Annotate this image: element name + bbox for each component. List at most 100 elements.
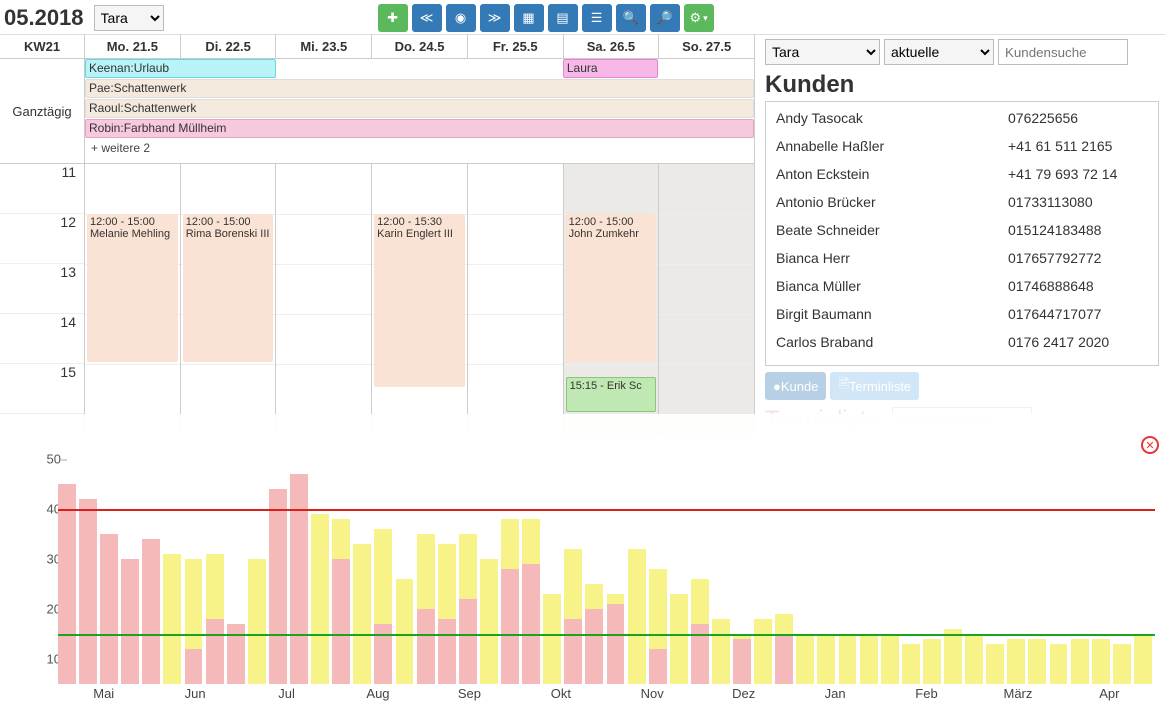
chart-bar bbox=[881, 634, 899, 684]
timed-event[interactable]: 12:00 - 15:30Karin Englert III bbox=[374, 214, 465, 387]
x-tick: Okt bbox=[515, 686, 606, 716]
customers-title: Kunden bbox=[765, 71, 1159, 99]
day-column[interactable] bbox=[468, 164, 564, 434]
list-view-button[interactable]: ☰ bbox=[582, 4, 612, 32]
chart-bar bbox=[332, 559, 350, 684]
side-staff-select[interactable]: Tara bbox=[765, 39, 880, 65]
settings-button[interactable]: ⚙▾ bbox=[684, 4, 714, 32]
day-header: Mo. 21.5 bbox=[85, 35, 181, 58]
today-button[interactable]: ◉ bbox=[446, 4, 476, 32]
staff-select[interactable]: Tara bbox=[94, 5, 164, 31]
day-header: Do. 24.5 bbox=[372, 35, 468, 58]
chart-bar bbox=[79, 499, 97, 684]
chart-bar bbox=[374, 624, 392, 684]
chart-bar bbox=[438, 619, 456, 684]
customer-search-input[interactable] bbox=[998, 39, 1128, 65]
chart-bar bbox=[142, 539, 160, 684]
customer-row[interactable]: Carmen Henz015254245478 bbox=[766, 356, 1158, 366]
customer-phone: 076225656 bbox=[1008, 110, 1148, 126]
customer-button[interactable]: ● Kunde bbox=[765, 372, 826, 400]
allday-event[interactable]: Pae:Schattenwerk bbox=[85, 79, 754, 98]
allday-event[interactable]: Raoul:Schattenwerk bbox=[85, 99, 754, 118]
customer-phone: 01733113080 bbox=[1008, 194, 1148, 210]
customer-row[interactable]: Antonio Brücker01733113080 bbox=[766, 188, 1158, 216]
customer-row[interactable]: Anton Eckstein+41 79 693 72 14 bbox=[766, 160, 1158, 188]
chart-bar bbox=[58, 484, 76, 684]
allday-event[interactable]: Robin:Farbhand Müllheim bbox=[85, 119, 754, 138]
chart-bar bbox=[860, 634, 878, 684]
customer-name: Annabelle Haßler bbox=[776, 138, 1008, 154]
prev-button[interactable]: ≪ bbox=[412, 4, 442, 32]
customer-row[interactable]: Bianca Müller01746888648 bbox=[766, 272, 1158, 300]
day-header: Di. 22.5 bbox=[181, 35, 277, 58]
x-tick: Jul bbox=[241, 686, 332, 716]
side-mode-select[interactable]: aktuelle bbox=[884, 39, 994, 65]
customer-phone: 015124183488 bbox=[1008, 222, 1148, 238]
timed-event[interactable]: 15:15 - Erik Sc bbox=[566, 377, 657, 412]
timed-event[interactable]: 12:00 - 15:00Rima Borenski III bbox=[183, 214, 274, 362]
customer-row[interactable]: Annabelle Haßler+41 61 511 2165 bbox=[766, 132, 1158, 160]
more-allday[interactable]: + weitere 2 bbox=[87, 139, 154, 157]
customer-row[interactable]: Carlos Braband0176 2417 2020 bbox=[766, 328, 1158, 356]
chart-bar bbox=[585, 609, 603, 684]
next-button[interactable]: ≫ bbox=[480, 4, 510, 32]
chart-bar bbox=[1113, 644, 1131, 684]
target-icon: ◉ bbox=[455, 10, 466, 26]
chart-bar bbox=[100, 534, 118, 684]
timed-event[interactable]: 12:00 - 15:00Melanie Mehling bbox=[87, 214, 178, 362]
appointmentlist-button[interactable]: 🗎 Terminliste bbox=[830, 372, 919, 400]
day-header: Sa. 26.5 bbox=[564, 35, 660, 58]
customer-name: Anton Eckstein bbox=[776, 166, 1008, 182]
customer-row[interactable]: Birgit Baumann017644717077 bbox=[766, 300, 1158, 328]
x-tick: März bbox=[972, 686, 1063, 716]
day-column[interactable]: 12:00 - 15:00Rima Borenski III bbox=[181, 164, 277, 434]
chart-bar bbox=[353, 544, 371, 684]
allday-label: Ganztägig bbox=[0, 59, 85, 163]
chart-bar bbox=[290, 474, 308, 684]
x-tick: Mai bbox=[58, 686, 149, 716]
chart-bar bbox=[944, 629, 962, 684]
chevron-right-icon: ≫ bbox=[488, 10, 502, 26]
x-tick: Jan bbox=[789, 686, 880, 716]
x-tick: Nov bbox=[607, 686, 698, 716]
zoom-out-button[interactable]: 🔎 bbox=[650, 4, 680, 32]
chart-bar bbox=[543, 594, 561, 684]
chart-bar bbox=[965, 634, 983, 684]
chart-bar bbox=[396, 579, 414, 684]
customer-name: Bianca Herr bbox=[776, 250, 1008, 266]
month-label: 05.2018 bbox=[4, 5, 84, 31]
week-view-button[interactable]: ▤ bbox=[548, 4, 578, 32]
day-column[interactable] bbox=[659, 164, 754, 434]
chart-bar bbox=[817, 634, 835, 684]
zoom-in-button[interactable]: 🔍 bbox=[616, 4, 646, 32]
chart-bar bbox=[733, 639, 751, 684]
hour-label: 15 bbox=[0, 364, 84, 414]
chart-bar bbox=[269, 489, 287, 684]
timed-event[interactable]: 12:00 - 15:00John Zumkehr bbox=[566, 214, 657, 362]
day-column[interactable]: 12:00 - 15:30Karin Englert III bbox=[372, 164, 468, 434]
day-column[interactable] bbox=[276, 164, 372, 434]
day-header: Fr. 25.5 bbox=[468, 35, 564, 58]
allday-event[interactable]: Laura bbox=[563, 59, 659, 78]
customer-phone: 017657792772 bbox=[1008, 250, 1148, 266]
add-button[interactable]: ✚ bbox=[378, 4, 408, 32]
chart-bar bbox=[1050, 644, 1068, 684]
chart-bar bbox=[480, 559, 498, 684]
chart-bar bbox=[1007, 639, 1025, 684]
chart-bar bbox=[1134, 634, 1152, 684]
customer-row[interactable]: Bianca Herr017657792772 bbox=[766, 244, 1158, 272]
chevron-left-icon: ≪ bbox=[420, 10, 434, 26]
day-column[interactable]: 12:00 - 15:00Melanie Mehling bbox=[85, 164, 181, 434]
day-column[interactable]: 12:00 - 15:00John Zumkehr 15:15 - Erik Sc bbox=[564, 164, 660, 434]
customer-row[interactable]: Beate Schneider015124183488 bbox=[766, 216, 1158, 244]
customer-row[interactable]: Andy Tasocak076225656 bbox=[766, 104, 1158, 132]
x-tick: Dez bbox=[698, 686, 789, 716]
customer-list[interactable]: Andy Tasocak076225656Annabelle Haßler+41… bbox=[765, 101, 1159, 366]
chart-bar bbox=[986, 644, 1004, 684]
calendar-icon: ▦ bbox=[522, 10, 534, 26]
month-view-button[interactable]: ▦ bbox=[514, 4, 544, 32]
allday-event[interactable]: Keenan:Urlaub bbox=[85, 59, 276, 78]
x-tick: Jun bbox=[149, 686, 240, 716]
reference-line bbox=[58, 509, 1155, 511]
chart-bar bbox=[564, 619, 582, 684]
